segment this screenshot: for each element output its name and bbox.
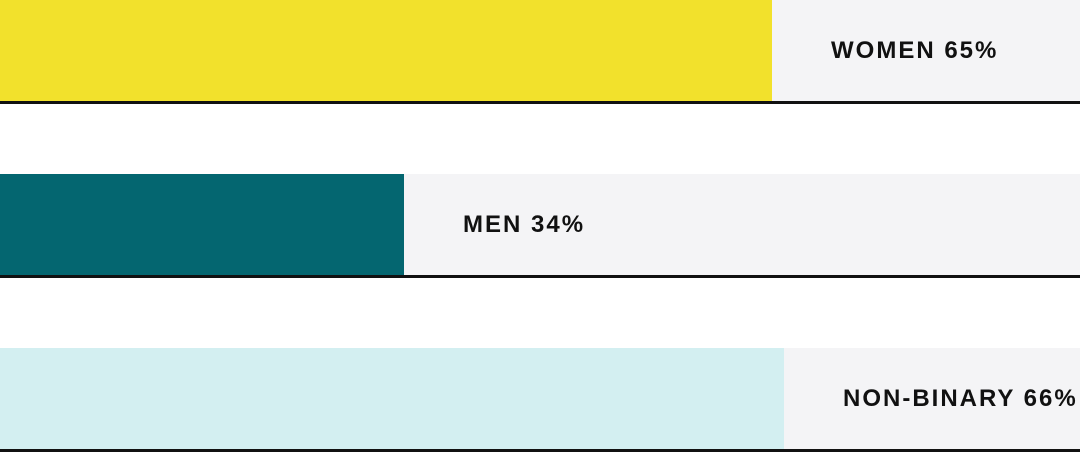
bar-track-women: WOMEN 65% [0,0,1080,104]
bar-non-binary [0,348,784,449]
bar-men [0,174,404,275]
bar-track-non-binary: NON-BINARY 66% [0,348,1080,452]
bar-women [0,0,772,101]
bar-label-women: WOMEN 65% [831,37,999,64]
bar-track-men: MEN 34% [0,174,1080,278]
bar-label-non-binary: NON-BINARY 66% [843,385,1078,412]
bar-label-men: MEN 34% [463,211,586,238]
